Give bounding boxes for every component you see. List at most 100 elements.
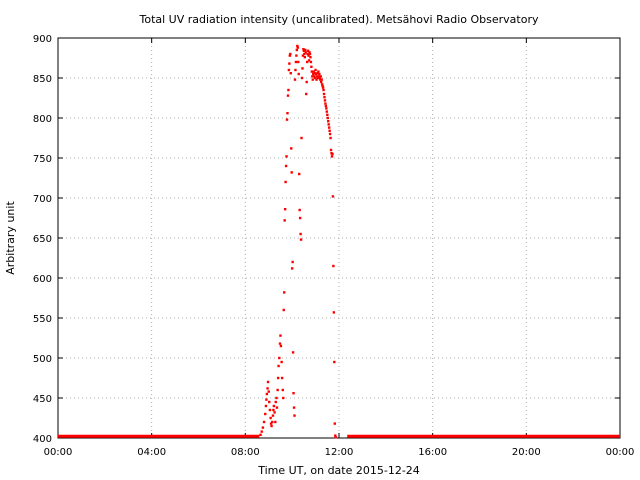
- data-point: [332, 264, 335, 268]
- data-point: [275, 406, 279, 409]
- data-point: [297, 72, 300, 76]
- data-point: [272, 404, 276, 408]
- y-tick-label: 900: [33, 34, 52, 45]
- data-point: [287, 68, 291, 72]
- data-point: [324, 102, 327, 105]
- y-tick-label: 750: [33, 154, 52, 165]
- data-point: [282, 308, 285, 312]
- data-point: [278, 342, 282, 345]
- data-point: [293, 414, 296, 417]
- x-tick-label: 20:00: [512, 447, 541, 458]
- chart-title: Total UV radiation intensity (uncalibrat…: [139, 13, 539, 26]
- data-point: [307, 59, 311, 62]
- data-point: [300, 76, 304, 80]
- data-point: [317, 70, 320, 73]
- data-point: [327, 120, 330, 123]
- data-point: [280, 376, 284, 380]
- data-point: [315, 78, 318, 81]
- data-point: [304, 51, 307, 54]
- y-tick-label: 400: [33, 434, 52, 445]
- data-point: [283, 291, 286, 294]
- data-point: [305, 92, 308, 96]
- data-point: [308, 52, 312, 56]
- data-point: [271, 420, 274, 424]
- data-point: [288, 62, 291, 65]
- data-point: [291, 260, 294, 264]
- data-point: [309, 60, 313, 64]
- data-point: [300, 136, 303, 140]
- data-point: [325, 110, 329, 113]
- data-point: [268, 408, 272, 412]
- y-tick-label: 450: [33, 394, 52, 405]
- data-point: [332, 311, 336, 314]
- data-point: [286, 94, 290, 97]
- data-point: [288, 54, 292, 57]
- data-point: [331, 195, 335, 198]
- x-axis-tick-labels: 00:00 04:00 08:00 12:00 16:00 20:00 00:00: [44, 447, 635, 458]
- data-point: [295, 54, 298, 57]
- x-tick-label: 12:00: [325, 447, 354, 458]
- data-point: [290, 171, 293, 174]
- data-point: [272, 408, 275, 412]
- data-point: [261, 426, 265, 429]
- data-point: [286, 112, 289, 115]
- data-point: [308, 51, 311, 54]
- data-point: [262, 420, 266, 424]
- data-point: [333, 360, 336, 364]
- data-point: [314, 72, 318, 76]
- y-tick-label: 500: [33, 354, 52, 365]
- data-point: [322, 88, 325, 92]
- data-point: [329, 148, 333, 152]
- data-point: [306, 52, 309, 56]
- data-point: [267, 390, 270, 393]
- data-point: [268, 400, 271, 404]
- data-point: [277, 364, 280, 368]
- data-point: [279, 344, 283, 348]
- x-tick-label: 08:00: [231, 447, 260, 458]
- data-point: [271, 414, 275, 417]
- data-point: [293, 78, 297, 81]
- data-point: [299, 238, 303, 241]
- data-point: [330, 155, 334, 158]
- data-point: [297, 60, 300, 64]
- x-tick-label: 00:00: [44, 447, 73, 458]
- data-point: [296, 46, 299, 49]
- data-point: [323, 99, 327, 102]
- data-point: [315, 75, 319, 78]
- data-point: [280, 360, 283, 364]
- data-point: [304, 48, 307, 52]
- data-point: [328, 132, 332, 136]
- data-point: [289, 72, 292, 75]
- data-point: [329, 136, 332, 140]
- data-point: [302, 48, 305, 51]
- data-point: [319, 75, 322, 78]
- data-point: [309, 56, 312, 59]
- data-point: [296, 44, 299, 48]
- data-point: [298, 208, 301, 212]
- data-point: [273, 411, 276, 414]
- y-tick-label: 850: [33, 74, 52, 85]
- data-point: [326, 113, 329, 116]
- data-point: [312, 72, 315, 76]
- data-point: [307, 54, 310, 57]
- data-point: [270, 424, 273, 428]
- data-point: [274, 420, 277, 424]
- data-point: [298, 216, 302, 220]
- data-point: [260, 430, 263, 433]
- data-point: [264, 412, 267, 416]
- data-point: [292, 392, 295, 395]
- data-point: [303, 52, 306, 56]
- data-point: [324, 104, 328, 108]
- data-point: [303, 56, 307, 59]
- y-axis-label: Arbitrary unit: [4, 201, 17, 275]
- data-point: [331, 152, 334, 156]
- data-point: [276, 376, 280, 380]
- data-point: [325, 107, 328, 110]
- data-point: [279, 334, 282, 337]
- data-point: [322, 92, 326, 96]
- data-point: [312, 70, 315, 73]
- data-point: [295, 48, 299, 52]
- data-point: [318, 72, 321, 76]
- data-point: [327, 123, 330, 126]
